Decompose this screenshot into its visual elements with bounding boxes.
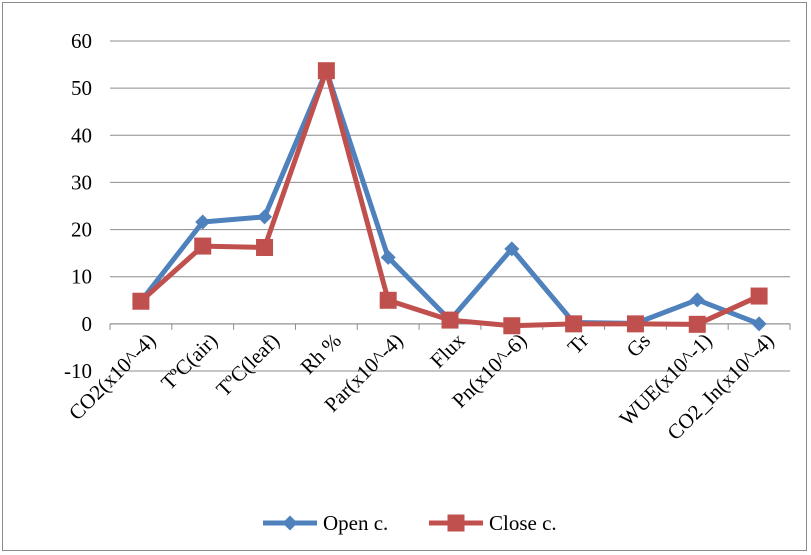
data-point <box>380 249 396 265</box>
x-tick-label: TºC(leaf) <box>211 328 284 401</box>
data-point <box>256 238 274 256</box>
y-axis-tick-labels: -10 0 10 20 30 40 50 60 <box>64 29 92 383</box>
data-point <box>257 209 273 225</box>
series-line <box>138 68 760 327</box>
data-point <box>195 214 211 230</box>
data-point <box>504 241 520 257</box>
data-point <box>132 292 150 310</box>
y-tick-label: 10 <box>71 265 92 289</box>
x-axis-tick-labels: CO2(x10^-4)TºC(air)TºC(leaf) Rh %Par(x10^… <box>64 328 779 445</box>
series-group <box>132 62 768 335</box>
legend-marker <box>282 515 298 531</box>
y-tick-label: 30 <box>71 170 92 194</box>
y-tick-label: 60 <box>71 29 92 53</box>
data-point <box>379 291 397 309</box>
data-point <box>317 62 335 80</box>
legend-label: Close c. <box>489 511 557 535</box>
y-tick-label: 0 <box>82 312 93 336</box>
x-tick-label: Tr <box>563 328 593 358</box>
data-point <box>688 315 706 333</box>
series-line <box>139 68 761 329</box>
series-open-c- <box>133 63 767 332</box>
legend: Open c. Close c. <box>263 511 557 535</box>
y-tick-label: 40 <box>71 123 92 147</box>
data-point <box>689 292 705 308</box>
y-tick-label: -10 <box>64 359 92 383</box>
series-close-c- <box>132 62 768 335</box>
x-tick-label: Flux <box>425 328 470 373</box>
y-tick-label: 50 <box>71 76 92 100</box>
data-point <box>441 311 459 329</box>
x-tick-label: Gs <box>622 328 655 361</box>
data-point <box>750 287 768 305</box>
x-tick-label: CO2_In(x10^-4) <box>662 328 778 444</box>
data-point <box>626 315 644 333</box>
data-point <box>194 237 212 255</box>
data-point <box>503 317 521 335</box>
legend-label: Open c. <box>323 511 388 535</box>
data-point <box>565 315 583 333</box>
data-point <box>751 316 767 332</box>
y-tick-label: 20 <box>71 218 92 242</box>
legend-marker <box>447 514 465 532</box>
